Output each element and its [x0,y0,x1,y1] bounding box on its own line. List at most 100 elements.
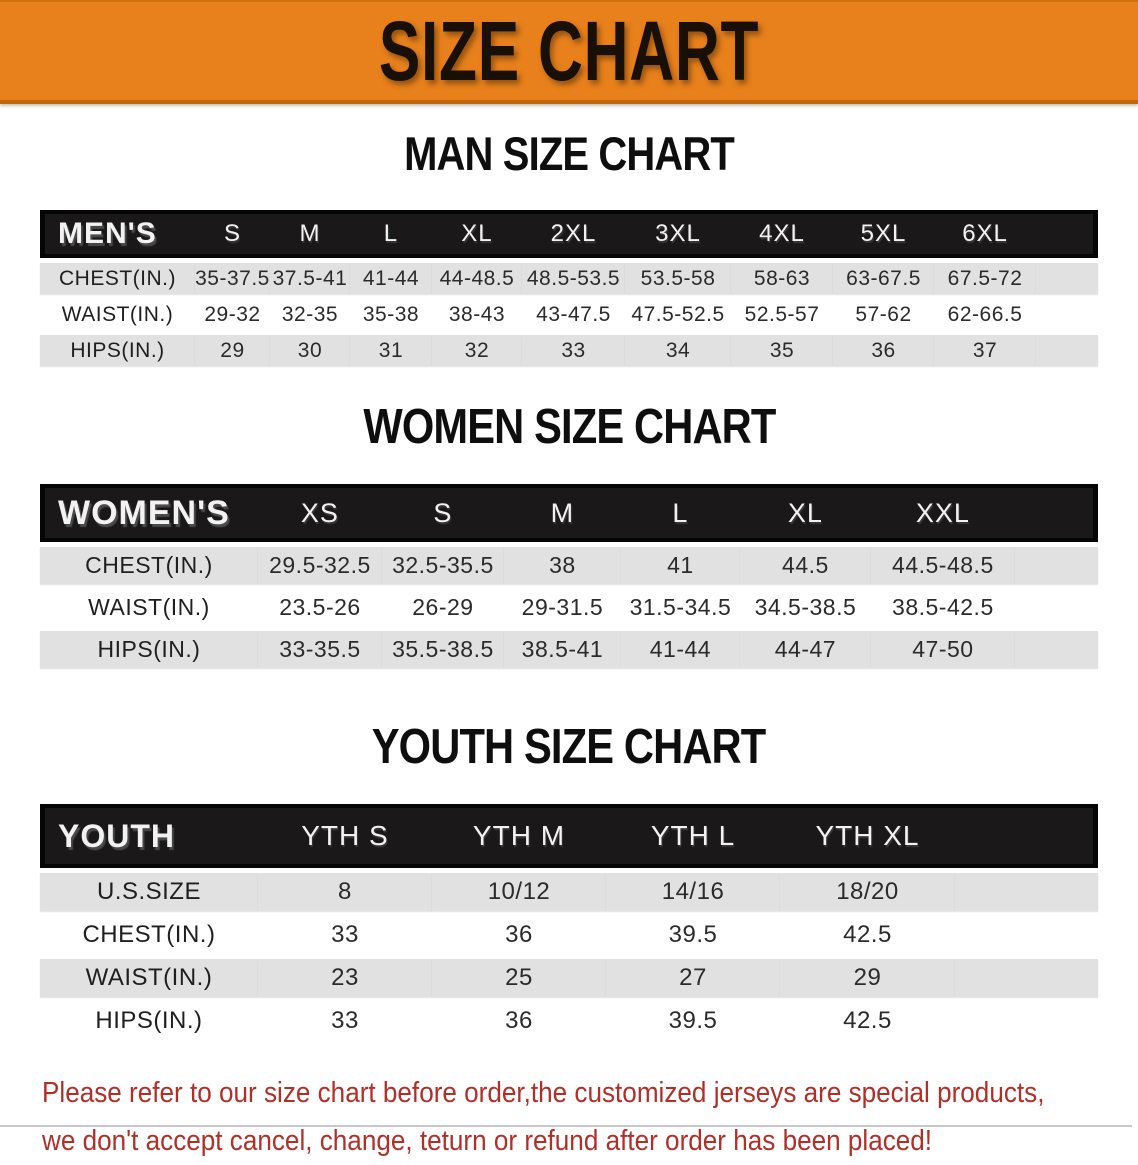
men-value-cell: 57-62 [833,299,935,330]
bottom-edge-line [0,1125,1132,1127]
men-header-size: 4XL [731,210,834,258]
men-value-cell: 37 [934,335,1037,366]
women-value-cell: 29-31.5 [503,589,621,626]
men-value-cell: 63-67.5 [833,263,935,294]
banner: SIZE CHART [0,0,1138,104]
youth-value-cell: 36 [431,916,606,954]
men-section-heading: MAN SIZE CHART [0,126,1138,181]
youth-header-label: YOUTH [40,804,258,868]
youth-value-cell: 39.5 [606,1002,781,1040]
women-value-cell: 44-47 [739,631,871,668]
men-value-cell: 67.5-72 [934,263,1037,294]
men-value-cell: 36 [833,335,935,366]
men-value-cell: 32 [431,335,522,366]
men-header-size: 2XL [521,210,626,258]
youth-value-cell: 36 [431,1002,606,1040]
youth-row-spacer [954,959,1098,997]
women-value-cell: 34.5-38.5 [739,589,871,626]
youth-value-cell: 42.5 [780,1002,955,1040]
women-header-label: WOMEN'S [40,484,258,542]
men-value-cell: 31 [349,335,432,366]
women-header-size: S [381,484,504,542]
women-value-cell: 23.5-26 [257,589,382,626]
men-row-spacer [1036,299,1098,330]
youth-header-size: YTH M [431,804,606,868]
women-header-spacer [1014,484,1098,542]
men-row-spacer [1036,263,1098,294]
youth-value-cell: 29 [780,959,955,997]
men-value-cell: 29-32 [194,299,270,330]
women-section-heading: WOMEN SIZE CHART [0,399,1138,455]
women-value-cell: 26-29 [381,589,504,626]
men-value-cell: 48.5-53.5 [521,263,626,294]
youth-size-table: YOUTH YTH S YTH M YTH L YTH XL U.S.SIZE 8 10/1… [40,799,1098,1045]
women-value-cell: 31.5-34.5 [620,589,740,626]
men-size-table: MEN'S S M L XL 2XL 3XL 4XL 5XL 6XL CHEST(IN.) 35-3… [40,205,1098,371]
youth-header-spacer [954,804,1098,868]
women-header-size: M [503,484,621,542]
men-value-cell: 53.5-58 [625,263,732,294]
men-value-cell: 34 [625,335,732,366]
youth-value-cell: 42.5 [780,916,955,954]
youth-value-cell: 39.5 [606,916,781,954]
men-header-label: MEN'S [40,210,195,258]
men-value-cell: 47.5-52.5 [625,299,732,330]
men-header-size: L [349,210,432,258]
youth-header-size: YTH S [257,804,432,868]
women-size-table: WOMEN'S XS S M L XL XXL CHEST(IN.) 29.5-32.5 32.… [40,479,1098,673]
men-row-label: CHEST(IN.) [40,263,195,294]
men-value-cell: 33 [521,335,626,366]
youth-row-label: CHEST(IN.) [40,916,258,954]
men-heading-text: MAN SIZE CHART [404,127,735,180]
men-header-size: 6XL [934,210,1037,258]
women-value-cell: 41-44 [620,631,740,668]
youth-heading-text: YOUTH SIZE CHART [372,720,767,774]
youth-value-cell: 25 [431,959,606,997]
youth-row-spacer [954,873,1098,911]
women-row-spacer [1014,631,1098,668]
youth-value-cell: 8 [257,873,432,911]
men-value-cell: 37.5-41 [269,263,350,294]
men-value-cell: 35-37.5 [194,263,270,294]
women-header-size: L [620,484,740,542]
men-value-cell: 29 [194,335,270,366]
women-header-size: XL [739,484,871,542]
banner-title: SIZE CHART [378,3,760,98]
women-value-cell: 41 [620,547,740,584]
men-header-size: M [269,210,350,258]
women-heading-text: WOMEN SIZE CHART [362,400,776,454]
youth-row-label: WAIST(IN.) [40,959,258,997]
youth-row-label: U.S.SIZE [40,873,258,911]
men-row-spacer [1036,335,1098,366]
youth-value-cell: 23 [257,959,432,997]
disclaimer-line-1: Please refer to our size chart before or… [42,1077,1045,1109]
youth-section-heading: YOUTH SIZE CHART [0,719,1138,775]
disclaimer-note: Please refer to our size chart before or… [42,1069,1136,1165]
women-value-cell: 38 [503,547,621,584]
men-value-cell: 35-38 [349,299,432,330]
women-row-spacer [1014,589,1098,626]
youth-row-spacer [954,916,1098,954]
men-value-cell: 52.5-57 [731,299,834,330]
men-value-cell: 35 [731,335,834,366]
men-value-cell: 43-47.5 [521,299,626,330]
men-header-spacer [1036,210,1098,258]
youth-header-size: YTH XL [780,804,955,868]
youth-value-cell: 33 [257,916,432,954]
youth-value-cell: 18/20 [780,873,955,911]
women-value-cell: 44.5-48.5 [870,547,1015,584]
youth-row-label: HIPS(IN.) [40,1002,258,1040]
women-value-cell: 38.5-41 [503,631,621,668]
women-value-cell: 44.5 [739,547,871,584]
men-header-size: 5XL [833,210,935,258]
men-value-cell: 32-35 [269,299,350,330]
women-value-cell: 47-50 [870,631,1015,668]
youth-header-size: YTH L [606,804,781,868]
men-value-cell: 44-48.5 [431,263,522,294]
women-row-label: WAIST(IN.) [40,589,258,626]
women-row-label: CHEST(IN.) [40,547,258,584]
men-row-label: WAIST(IN.) [40,299,195,330]
men-header-size: S [194,210,270,258]
youth-row-spacer [954,1002,1098,1040]
